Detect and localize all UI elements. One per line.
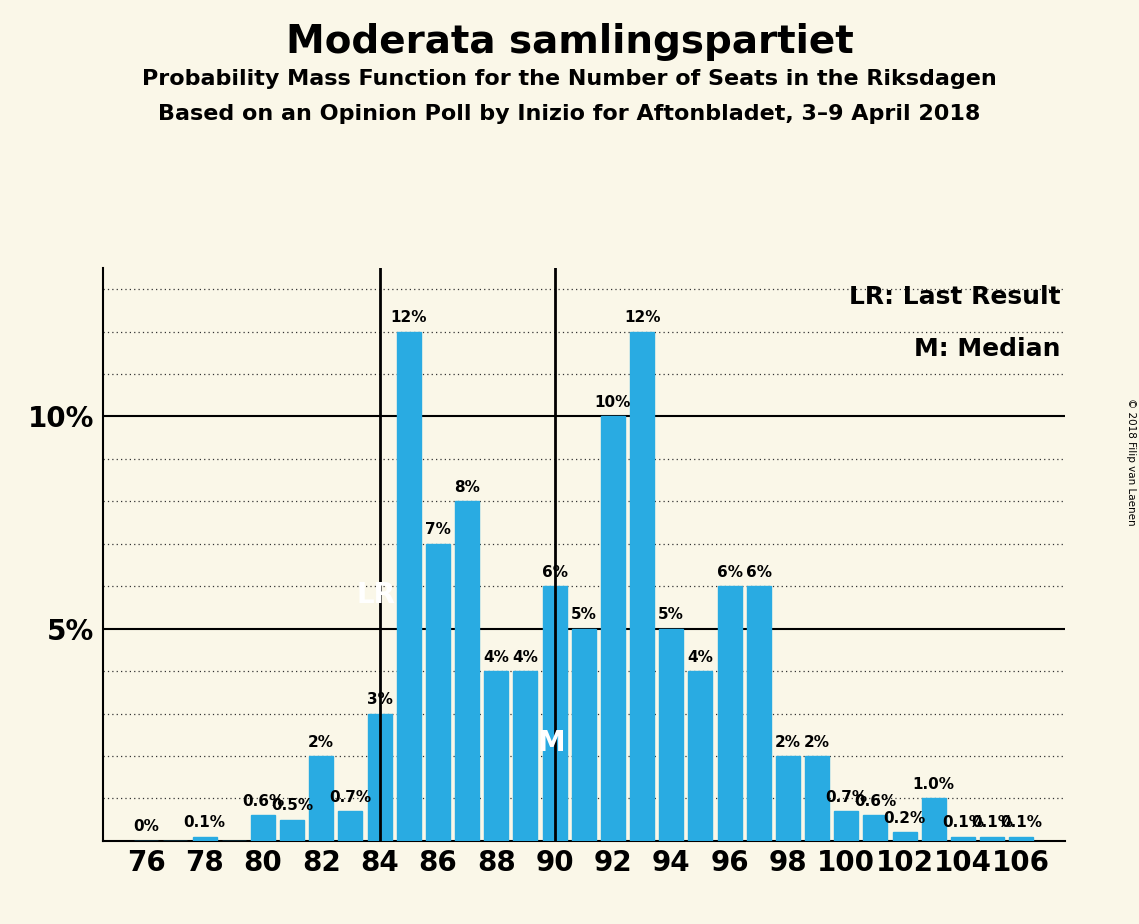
Bar	[514, 671, 538, 841]
Text: 0.7%: 0.7%	[329, 790, 371, 805]
Text: 3%: 3%	[367, 692, 393, 707]
Text: Based on an Opinion Poll by Inizio for Aftonbladet, 3–9 April 2018: Based on an Opinion Poll by Inizio for A…	[158, 104, 981, 125]
Text: 0.5%: 0.5%	[271, 798, 313, 813]
Text: 0.1%: 0.1%	[183, 815, 226, 831]
Bar	[659, 628, 683, 841]
Text: Moderata samlingspartiet: Moderata samlingspartiet	[286, 23, 853, 61]
Bar	[280, 820, 304, 841]
Text: Probability Mass Function for the Number of Seats in the Riksdagen: Probability Mass Function for the Number…	[142, 69, 997, 90]
Text: 6%: 6%	[716, 565, 743, 580]
Bar	[863, 815, 887, 841]
Bar	[893, 833, 917, 841]
Text: 2%: 2%	[804, 735, 830, 749]
Text: LR: Last Result: LR: Last Result	[849, 286, 1060, 310]
Text: 4%: 4%	[688, 650, 713, 664]
Text: 0.6%: 0.6%	[854, 794, 896, 809]
Text: 5%: 5%	[571, 607, 597, 622]
Bar	[368, 713, 392, 841]
Text: 4%: 4%	[513, 650, 539, 664]
Text: 2%: 2%	[309, 735, 334, 749]
Text: 0.2%: 0.2%	[884, 811, 926, 826]
Bar	[688, 671, 712, 841]
Bar	[1009, 836, 1033, 841]
Text: 6%: 6%	[541, 565, 567, 580]
Bar	[310, 756, 334, 841]
Bar	[484, 671, 508, 841]
Bar	[630, 332, 654, 841]
Bar	[456, 502, 480, 841]
Text: 0.1%: 0.1%	[1000, 815, 1042, 831]
Bar	[834, 811, 858, 841]
Text: 1.0%: 1.0%	[912, 777, 954, 792]
Text: M: M	[538, 729, 565, 758]
Text: 12%: 12%	[391, 310, 427, 325]
Text: LR: LR	[357, 580, 395, 609]
Bar	[192, 836, 216, 841]
Text: 0.1%: 0.1%	[942, 815, 984, 831]
Bar	[951, 836, 975, 841]
Text: 0.1%: 0.1%	[972, 815, 1013, 831]
Text: 0.7%: 0.7%	[825, 790, 867, 805]
Text: M: Median: M: Median	[913, 336, 1060, 360]
Bar	[338, 811, 362, 841]
Bar	[542, 586, 566, 841]
Bar	[396, 332, 420, 841]
Text: 7%: 7%	[425, 522, 451, 538]
Text: 0%: 0%	[133, 820, 159, 834]
Text: 5%: 5%	[658, 607, 685, 622]
Bar	[805, 756, 829, 841]
Bar	[921, 798, 945, 841]
Bar	[601, 417, 625, 841]
Text: 8%: 8%	[454, 480, 480, 495]
Text: 4%: 4%	[483, 650, 509, 664]
Bar	[572, 628, 596, 841]
Bar	[980, 836, 1003, 841]
Text: © 2018 Filip van Laenen: © 2018 Filip van Laenen	[1126, 398, 1136, 526]
Text: 2%: 2%	[775, 735, 801, 749]
Text: 10%: 10%	[595, 395, 631, 410]
Text: 0.6%: 0.6%	[241, 794, 284, 809]
Text: 12%: 12%	[624, 310, 661, 325]
Text: 6%: 6%	[746, 565, 772, 580]
Bar	[776, 756, 800, 841]
Bar	[718, 586, 741, 841]
Bar	[251, 815, 274, 841]
Bar	[747, 586, 771, 841]
Bar	[426, 544, 450, 841]
